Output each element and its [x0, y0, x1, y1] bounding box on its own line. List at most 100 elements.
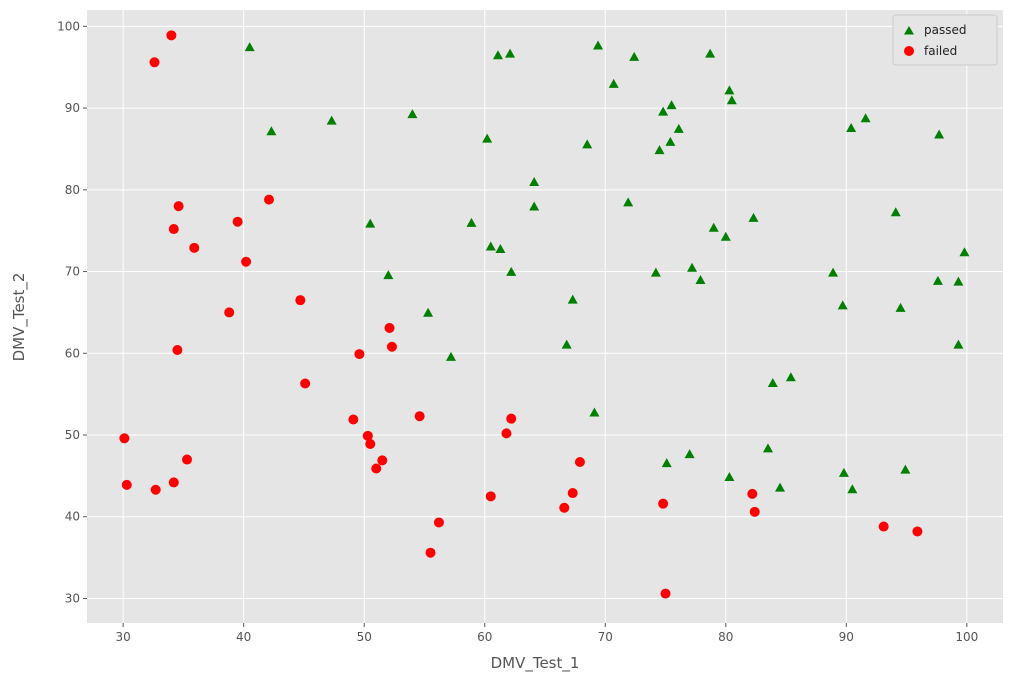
- data-point-passed: [695, 275, 706, 285]
- data-point-failed: [660, 588, 671, 599]
- data-point-passed: [838, 467, 849, 477]
- data-point-passed: [589, 407, 600, 417]
- data-point-passed: [266, 126, 277, 136]
- x-tick-label: 50: [357, 630, 372, 644]
- data-point-passed: [785, 372, 796, 382]
- x-tick-label: 70: [598, 630, 613, 644]
- data-point-passed: [665, 136, 676, 146]
- data-point-passed: [846, 123, 857, 133]
- data-point-passed: [485, 241, 496, 251]
- data-point-passed: [687, 262, 698, 272]
- data-point-failed: [414, 411, 425, 422]
- data-point-passed: [932, 275, 943, 285]
- y-tick-label: 70: [65, 265, 80, 279]
- data-point-failed: [172, 345, 183, 356]
- data-point-failed: [371, 463, 382, 474]
- data-point-failed: [501, 428, 512, 439]
- data-point-failed: [377, 455, 388, 466]
- data-point-failed: [386, 341, 397, 352]
- data-point-passed: [445, 351, 456, 361]
- x-tick-label: 30: [116, 630, 131, 644]
- data-point-failed: [300, 378, 311, 389]
- data-point-failed: [433, 517, 444, 528]
- x-tick-label: 80: [718, 630, 733, 644]
- data-point-passed: [847, 484, 858, 494]
- data-point-failed: [574, 456, 585, 467]
- data-point-passed: [506, 266, 517, 276]
- data-point-failed: [567, 488, 578, 499]
- data-point-failed: [224, 307, 235, 318]
- data-point-passed: [365, 218, 376, 228]
- data-point-passed: [828, 267, 839, 277]
- axis-ticks: 30 40 50 60 70 80 90 100 30 40 50 60 70 80 90 100: [57, 19, 978, 644]
- data-point-passed: [762, 443, 773, 453]
- legend-marker-failed: [904, 46, 914, 56]
- data-point-passed: [724, 472, 735, 482]
- y-tick-label: 80: [65, 183, 80, 197]
- data-point-passed: [890, 207, 901, 217]
- data-point-passed: [495, 243, 506, 253]
- data-point-failed: [485, 491, 496, 502]
- data-point-passed: [608, 78, 619, 88]
- data-point-passed: [775, 482, 786, 492]
- data-point-failed: [506, 413, 517, 424]
- data-point-passed: [654, 145, 665, 155]
- data-point-passed: [953, 339, 964, 349]
- data-point-failed: [425, 547, 436, 558]
- data-point-failed: [348, 414, 359, 425]
- data-point-passed: [934, 129, 945, 139]
- data-point-failed: [749, 506, 760, 517]
- data-point-passed: [900, 464, 911, 474]
- y-tick-label: 50: [65, 428, 80, 442]
- data-point-failed: [121, 479, 132, 490]
- data-point-passed: [629, 51, 640, 61]
- x-tick-label: 40: [236, 630, 251, 644]
- data-points: [119, 30, 970, 599]
- data-point-failed: [362, 430, 373, 441]
- data-point-failed: [232, 216, 243, 227]
- data-point-passed: [748, 212, 759, 222]
- data-point-passed: [837, 300, 848, 310]
- legend-label-failed: failed: [924, 44, 957, 58]
- data-point-passed: [383, 270, 394, 280]
- data-point-passed: [466, 217, 477, 227]
- data-point-passed: [767, 378, 778, 388]
- y-tick-label: 90: [65, 101, 80, 115]
- data-point-failed: [119, 433, 130, 444]
- data-point-failed: [295, 295, 306, 306]
- y-axis-label: DMV_Test_2: [10, 273, 29, 362]
- data-point-passed: [529, 201, 540, 211]
- data-point-failed: [384, 322, 395, 333]
- data-point-passed: [567, 294, 578, 304]
- data-point-failed: [878, 521, 889, 532]
- data-point-passed: [724, 85, 735, 95]
- data-point-passed: [726, 95, 737, 105]
- data-point-passed: [959, 247, 970, 257]
- legend-label-passed: passed: [924, 23, 966, 37]
- data-point-failed: [354, 349, 365, 360]
- data-point-passed: [423, 307, 434, 317]
- data-point-failed: [168, 224, 179, 235]
- data-point-failed: [168, 477, 179, 488]
- data-point-passed: [582, 139, 593, 149]
- data-point-passed: [561, 339, 572, 349]
- data-point-passed: [684, 449, 695, 459]
- data-point-failed: [241, 256, 252, 267]
- data-point-passed: [623, 197, 634, 207]
- data-point-failed: [365, 439, 376, 450]
- data-point-passed: [492, 50, 503, 60]
- legend-marker-passed: [904, 26, 914, 35]
- data-point-passed: [895, 302, 906, 312]
- data-point-failed: [559, 502, 570, 513]
- x-tick-label: 90: [839, 630, 854, 644]
- legend: passed failed: [892, 14, 998, 66]
- data-point-passed: [593, 40, 604, 50]
- data-point-passed: [953, 276, 964, 286]
- plot-background: [87, 10, 1003, 623]
- data-point-failed: [182, 454, 193, 465]
- data-point-passed: [529, 176, 540, 186]
- data-point-failed: [173, 201, 184, 212]
- data-point-passed: [244, 42, 255, 52]
- data-point-passed: [658, 106, 669, 116]
- data-point-failed: [912, 526, 923, 537]
